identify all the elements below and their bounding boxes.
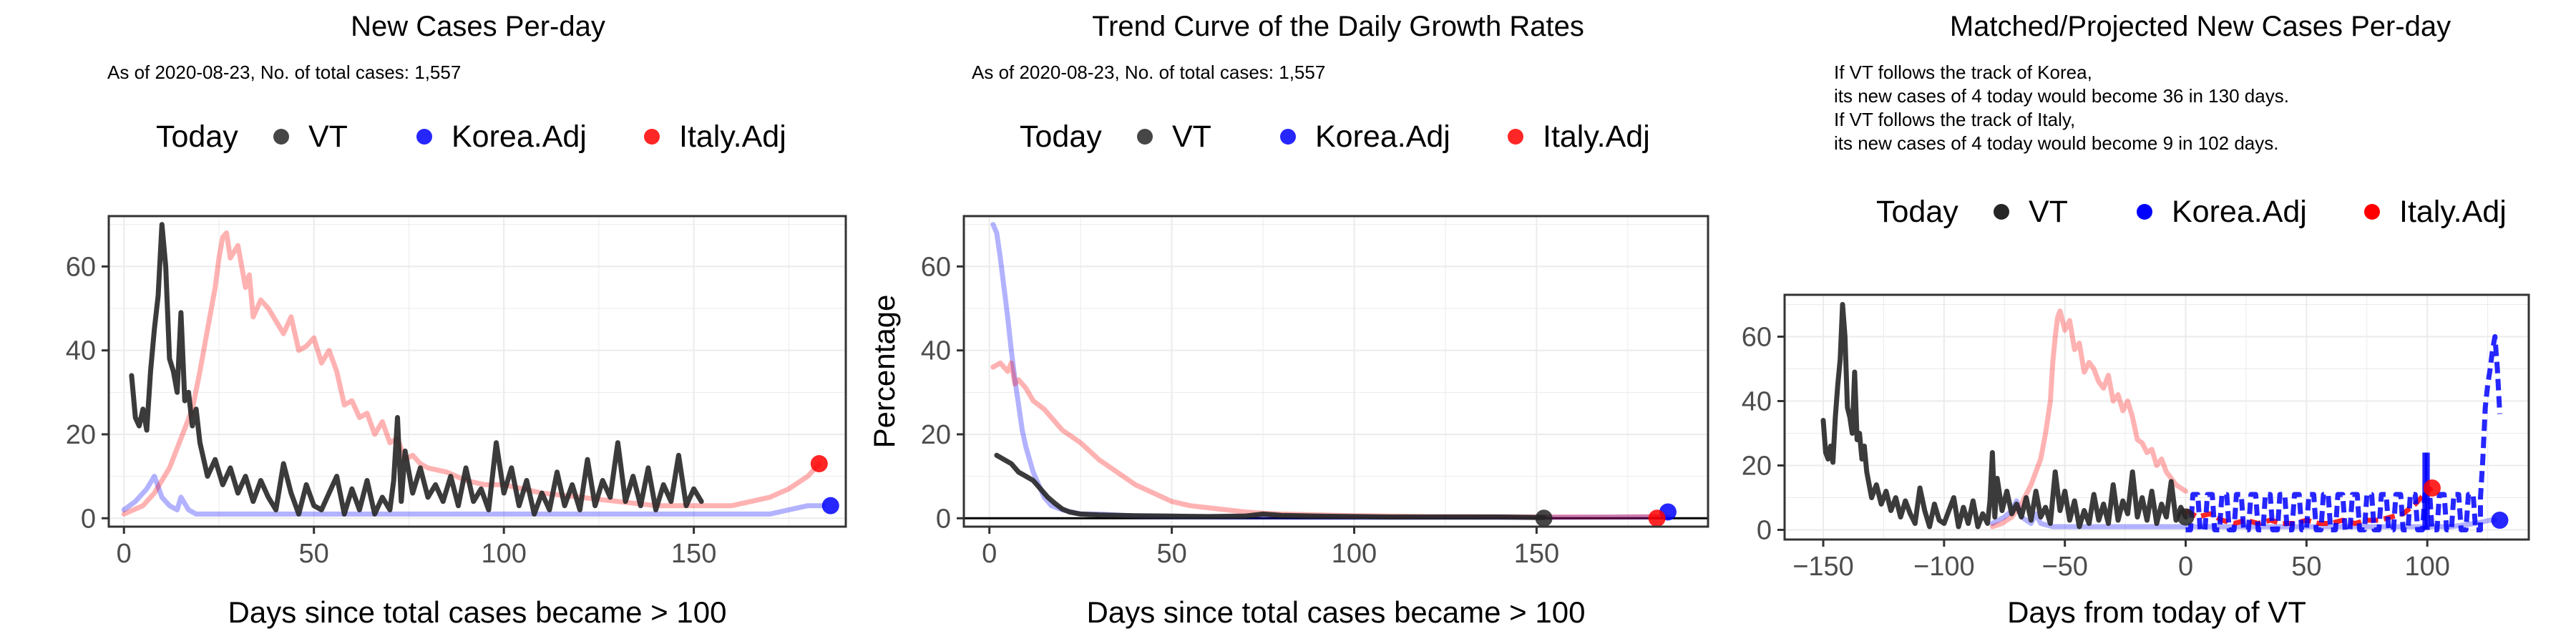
today-point-italy (1648, 509, 1666, 527)
legend-label-korea: Korea.Adj (1315, 119, 1450, 154)
x-axis-label: Days from today of VT (2007, 595, 2306, 629)
plot-area (1820, 302, 2509, 532)
chart-subtitle: As of 2020-08-23, No. of total cases: 1,… (972, 62, 1325, 83)
x-tick-label: 0 (117, 539, 132, 569)
series-line-korea (1989, 498, 2498, 530)
annotation-line: If VT follows the track of Italy, (1834, 109, 2075, 130)
x-tick-label: 100 (2404, 552, 2449, 582)
series-line-italy (1989, 308, 2188, 530)
y-axis-label: Percentage (867, 295, 901, 449)
plot-panel (964, 216, 1708, 527)
legend-key-vt (1994, 204, 2009, 220)
axes: 0 50 100 150 0 20 40 60 Days since total cases b… (867, 252, 1585, 629)
y-tick-label: 20 (66, 420, 96, 450)
series-line-korea (121, 474, 826, 517)
plot-area (121, 222, 839, 517)
chart-title: Matched/Projected New Cases Per-day (1950, 11, 2451, 42)
grid (109, 216, 846, 527)
x-tick-label: 50 (2291, 552, 2321, 582)
y-tick-label: 20 (921, 420, 951, 450)
x-axis-label: Days since total cases became > 100 (1087, 595, 1586, 629)
today-point-italy (2423, 479, 2441, 497)
chart-2: Trend Curve of the Daily Growth Rates As … (867, 11, 1709, 629)
today-point-vt (2177, 508, 2195, 526)
legend-label-vt: VT (1172, 119, 1211, 154)
axes: −150 −100 −50 0 50 100 0 20 40 60 Days from today … (1742, 323, 2450, 630)
annotation-line: If VT follows the track of Korea, (1834, 62, 2092, 83)
legend-key-vt (1137, 129, 1153, 145)
y-tick-label: 60 (921, 252, 951, 282)
legend-label-korea: Korea.Adj (452, 119, 587, 154)
y-tick-label: 40 (1742, 387, 1772, 417)
legend-key-vt (273, 129, 289, 145)
chart-subtitle: As of 2020-08-23, No. of total cases: 1,… (107, 62, 461, 83)
legend-label-vt: VT (308, 119, 348, 154)
legend-label-korea: Korea.Adj (2172, 195, 2307, 229)
y-tick-label: 40 (66, 336, 96, 366)
legend: Today VT Korea.Adj Italy.Adj (156, 119, 786, 154)
today-point-vt (1535, 509, 1553, 527)
y-tick-label: 60 (66, 252, 96, 282)
x-tick-label: −100 (1913, 552, 1975, 582)
legend-key-korea (416, 129, 432, 145)
series-line-vt (1820, 302, 2188, 530)
series-line-vt (129, 222, 704, 517)
y-tick-label: 0 (81, 504, 96, 534)
chart-3: Matched/Projected New Cases Per-day If VT… (1742, 11, 2530, 630)
axes: 0 50 100 150 0 20 40 60 Days since total cases b… (66, 252, 727, 629)
x-tick-label: 150 (671, 539, 716, 569)
legend-title: Today (156, 119, 238, 154)
legend-title: Today (1020, 119, 1102, 154)
y-tick-label: 60 (1742, 323, 1772, 353)
legend-label-italy: Italy.Adj (1543, 119, 1650, 154)
x-tick-label: 50 (299, 539, 329, 569)
x-tick-label: 0 (2178, 552, 2193, 582)
series-line-vt (994, 452, 1547, 520)
x-axis-label: Days since total cases became > 100 (228, 595, 727, 629)
panel-border (107, 215, 847, 528)
annotation-line: its new cases of 4 today would become 9 … (1834, 132, 2278, 154)
y-tick-label: 0 (936, 504, 951, 534)
legend: Today VT Korea.Adj Italy.Adj (1876, 195, 2507, 229)
legend-label-italy: Italy.Adj (2399, 195, 2507, 229)
plot-panel (1785, 295, 2529, 540)
x-tick-label: 150 (1514, 539, 1559, 569)
chart-title: Trend Curve of the Daily Growth Rates (1092, 11, 1584, 42)
series-line-korea (2185, 334, 2502, 532)
x-tick-label: 0 (982, 539, 997, 569)
x-tick-label: −50 (2041, 552, 2087, 582)
x-tick-label: 100 (1332, 539, 1377, 569)
chart-1: New Cases Per-day As of 2020-08-23, No. o… (66, 11, 847, 629)
panel-border (962, 215, 1709, 528)
legend-label-vt: VT (2029, 195, 2068, 229)
x-tick-label: 100 (481, 539, 526, 569)
x-tick-label: 50 (1156, 539, 1186, 569)
today-point-korea (821, 497, 839, 514)
y-tick-label: 40 (921, 336, 951, 366)
legend-key-korea (1280, 129, 1296, 145)
plot-area (964, 222, 1708, 527)
legend-title: Today (1876, 195, 1958, 229)
panel-border (1783, 293, 2530, 541)
legend-key-italy (1508, 129, 1523, 145)
annotation-line: its new cases of 4 today would become 36… (1834, 85, 2289, 107)
y-tick-label: 0 (1757, 516, 1772, 546)
grid (964, 216, 1708, 527)
grid (1785, 295, 2529, 540)
x-tick-label: −150 (1792, 552, 1854, 582)
legend-key-korea (2137, 204, 2152, 220)
chart-title: New Cases Per-day (351, 11, 605, 42)
y-tick-label: 20 (1742, 452, 1772, 482)
legend-label-italy: Italy.Adj (679, 119, 786, 154)
legend-key-italy (2364, 204, 2380, 220)
legend: Today VT Korea.Adj Italy.Adj (1020, 119, 1650, 154)
today-point-korea (2491, 512, 2509, 529)
legend-key-italy (644, 129, 660, 145)
today-point-italy (810, 455, 828, 473)
